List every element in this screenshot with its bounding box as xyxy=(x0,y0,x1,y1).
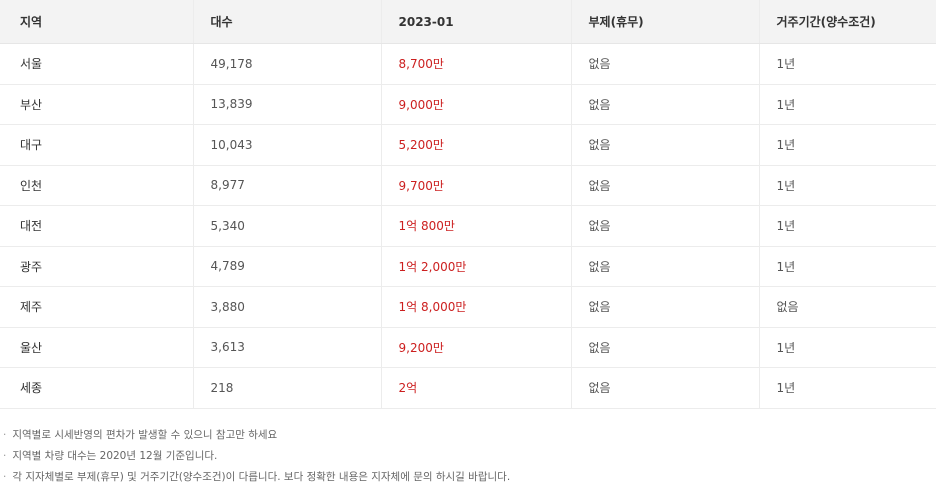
cell-region: 울산 xyxy=(0,327,194,368)
cell-region: 서울 xyxy=(0,43,194,85)
cell-rotation: 없음 xyxy=(571,205,760,247)
header-row: 지역 대수 2023-01 부제(휴무) 거주기간(양수조건) xyxy=(0,0,936,44)
table-row: 울산 3,613 9,200만 없음 1년 xyxy=(0,327,936,368)
cell-rotation: 없음 xyxy=(571,246,760,287)
cell-residency: 없음 xyxy=(759,286,936,328)
table-row: 광주 4,789 1억 2,000만 없음 1년 xyxy=(0,246,936,287)
region-price-table: 지역 대수 2023-01 부제(휴무) 거주기간(양수조건) 서울 49,17… xyxy=(0,0,936,409)
header-rotation: 부제(휴무) xyxy=(571,0,760,44)
cell-price: 9,700만 xyxy=(381,165,572,206)
cell-count: 5,340 xyxy=(193,205,382,247)
cell-residency: 1년 xyxy=(759,246,936,287)
cell-price: 1억 2,000만 xyxy=(381,246,572,287)
footnote-text: 지역별 차량 대수는 2020년 12월 기준입니다. xyxy=(12,449,218,462)
cell-residency: 1년 xyxy=(759,205,936,247)
bullet-icon: · xyxy=(3,470,7,483)
cell-price: 2억 xyxy=(381,367,572,409)
table-row: 대전 5,340 1억 800만 없음 1년 xyxy=(0,205,936,247)
footnotes: · 지역별로 시세반영의 편차가 발생할 수 있으니 참고만 하세요 · 지역별 차… xyxy=(0,425,936,488)
cell-region: 세종 xyxy=(0,367,194,409)
cell-region: 광주 xyxy=(0,246,194,287)
table-row: 부산 13,839 9,000만 없음 1년 xyxy=(0,84,936,125)
footnote-text: 지역별로 시세반영의 편차가 발생할 수 있으니 참고만 하세요 xyxy=(12,428,278,441)
table-header: 지역 대수 2023-01 부제(휴무) 거주기간(양수조건) xyxy=(0,0,936,44)
cell-count: 10,043 xyxy=(193,124,382,166)
cell-price: 5,200만 xyxy=(381,124,572,166)
table-row: 인천 8,977 9,700만 없음 1년 xyxy=(0,165,936,206)
table-row: 제주 3,880 1억 8,000만 없음 없음 xyxy=(0,286,936,328)
cell-rotation: 없음 xyxy=(571,84,760,125)
table-row: 세종 218 2억 없음 1년 xyxy=(0,367,936,409)
cell-region: 대구 xyxy=(0,124,194,166)
cell-rotation: 없음 xyxy=(571,327,760,368)
cell-residency: 1년 xyxy=(759,124,936,166)
cell-count: 4,789 xyxy=(193,246,382,287)
cell-count: 3,880 xyxy=(193,286,382,328)
cell-residency: 1년 xyxy=(759,165,936,206)
header-price-2023-01: 2023-01 xyxy=(381,0,572,44)
footnote-text: 각 지자체별로 부제(휴무) 및 거주기간(양수조건)이 다릅니다. 보다 정확… xyxy=(12,470,511,483)
cell-price: 1억 800만 xyxy=(381,205,572,247)
table-row: 대구 10,043 5,200만 없음 1년 xyxy=(0,124,936,166)
cell-residency: 1년 xyxy=(759,367,936,409)
header-region: 지역 xyxy=(0,0,194,44)
table-row: 서울 49,178 8,700만 없음 1년 xyxy=(0,43,936,85)
cell-rotation: 없음 xyxy=(571,124,760,166)
cell-price: 9,000만 xyxy=(381,84,572,125)
cell-region: 대전 xyxy=(0,205,194,247)
bullet-icon: · xyxy=(3,428,7,441)
bullet-icon: · xyxy=(3,449,7,462)
header-count: 대수 xyxy=(193,0,382,44)
cell-rotation: 없음 xyxy=(571,286,760,328)
header-residency: 거주기간(양수조건) xyxy=(759,0,936,44)
cell-count: 8,977 xyxy=(193,165,382,206)
cell-count: 3,613 xyxy=(193,327,382,368)
cell-residency: 1년 xyxy=(759,84,936,125)
footnote-item: · 지역별로 시세반영의 편차가 발생할 수 있으니 참고만 하세요 xyxy=(3,425,936,446)
cell-count: 49,178 xyxy=(193,43,382,85)
cell-count: 13,839 xyxy=(193,84,382,125)
footnote-item: · 각 지자체별로 부제(휴무) 및 거주기간(양수조건)이 다릅니다. 보다 정… xyxy=(3,467,936,488)
table-body: 서울 49,178 8,700만 없음 1년 부산 13,839 9,000만 … xyxy=(0,43,936,409)
cell-residency: 1년 xyxy=(759,327,936,368)
cell-rotation: 없음 xyxy=(571,165,760,206)
cell-region: 부산 xyxy=(0,84,194,125)
footnote-item: · 지역별 차량 대수는 2020년 12월 기준입니다. xyxy=(3,446,936,467)
cell-region: 인천 xyxy=(0,165,194,206)
cell-count: 218 xyxy=(193,367,382,409)
cell-rotation: 없음 xyxy=(571,367,760,409)
cell-price: 1억 8,000만 xyxy=(381,286,572,328)
cell-price: 8,700만 xyxy=(381,43,572,85)
cell-residency: 1년 xyxy=(759,43,936,85)
cell-price: 9,200만 xyxy=(381,327,572,368)
cell-rotation: 없음 xyxy=(571,43,760,85)
cell-region: 제주 xyxy=(0,286,194,328)
